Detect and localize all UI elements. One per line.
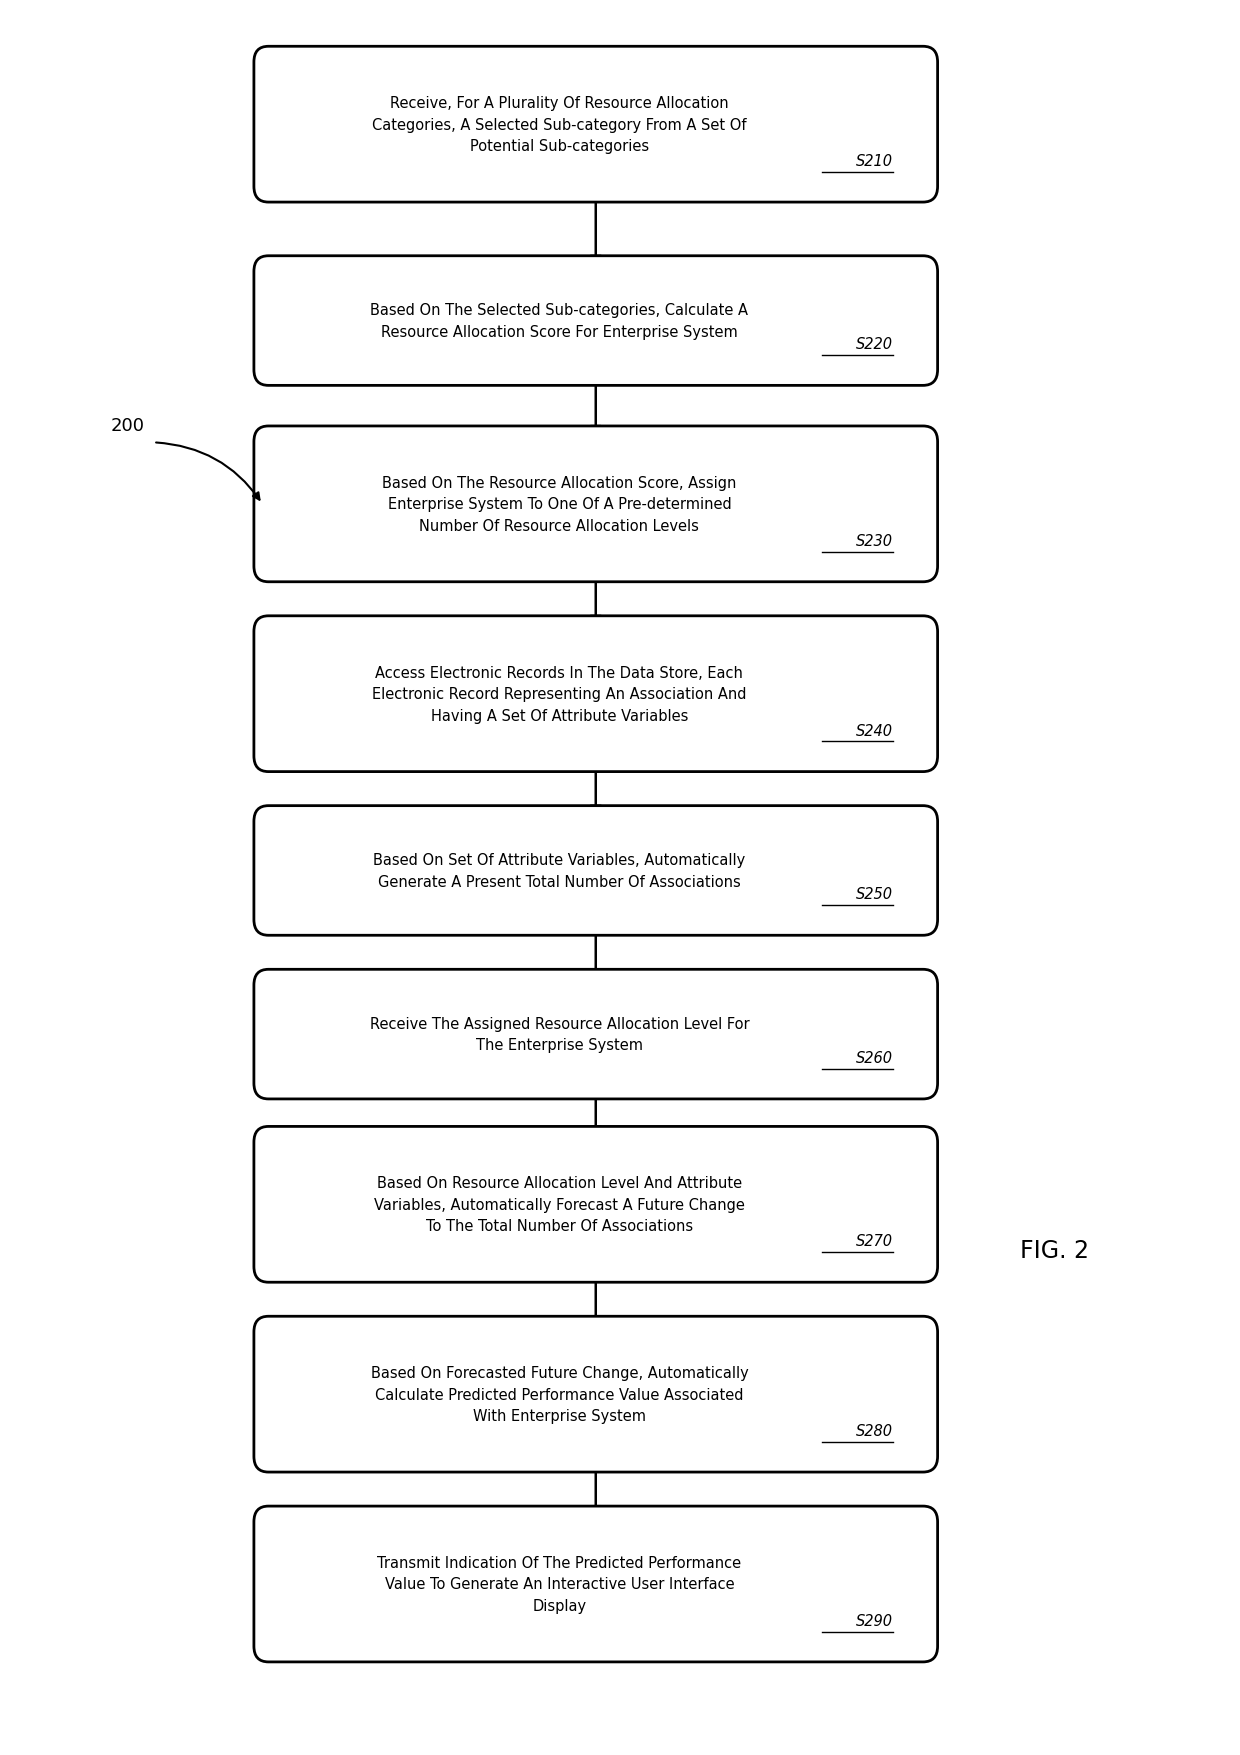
FancyBboxPatch shape	[254, 426, 937, 583]
FancyBboxPatch shape	[254, 806, 937, 935]
Text: S270: S270	[856, 1234, 893, 1248]
FancyBboxPatch shape	[254, 1506, 937, 1662]
Text: S210: S210	[856, 154, 893, 168]
FancyBboxPatch shape	[254, 971, 937, 1099]
FancyBboxPatch shape	[254, 47, 937, 204]
FancyBboxPatch shape	[254, 1127, 937, 1283]
Text: S230: S230	[856, 534, 893, 548]
Text: Based On Set Of Attribute Variables, Automatically
Generate A Present Total Numb: Based On Set Of Attribute Variables, Aut…	[373, 853, 745, 890]
Text: Transmit Indication Of The Predicted Performance
Value To Generate An Interactiv: Transmit Indication Of The Predicted Per…	[377, 1555, 742, 1613]
Text: S250: S250	[856, 886, 893, 902]
Text: S290: S290	[856, 1613, 893, 1629]
Text: Receive The Assigned Resource Allocation Level For
The Enterprise System: Receive The Assigned Resource Allocation…	[370, 1016, 749, 1053]
Text: Based On Resource Allocation Level And Attribute
Variables, Automatically Foreca: Based On Resource Allocation Level And A…	[374, 1176, 745, 1234]
Text: 200: 200	[110, 418, 145, 435]
Text: FIG. 2: FIG. 2	[1021, 1239, 1089, 1262]
Text: S220: S220	[856, 337, 893, 353]
Text: Based On The Selected Sub-categories, Calculate A
Resource Allocation Score For : Based On The Selected Sub-categories, Ca…	[371, 304, 749, 340]
Text: Receive, For A Plurality Of Resource Allocation
Categories, A Selected Sub-categ: Receive, For A Plurality Of Resource All…	[372, 97, 746, 154]
Text: S240: S240	[856, 723, 893, 739]
FancyBboxPatch shape	[254, 256, 937, 386]
Text: Based On Forecasted Future Change, Automatically
Calculate Predicted Performance: Based On Forecasted Future Change, Autom…	[371, 1365, 748, 1423]
Text: S280: S280	[856, 1423, 893, 1437]
Text: Based On The Resource Allocation Score, Assign
Enterprise System To One Of A Pre: Based On The Resource Allocation Score, …	[382, 476, 737, 534]
FancyBboxPatch shape	[254, 1316, 937, 1472]
Text: S260: S260	[856, 1049, 893, 1065]
FancyBboxPatch shape	[254, 616, 937, 772]
Text: Access Electronic Records In The Data Store, Each
Electronic Record Representing: Access Electronic Records In The Data St…	[372, 665, 746, 723]
